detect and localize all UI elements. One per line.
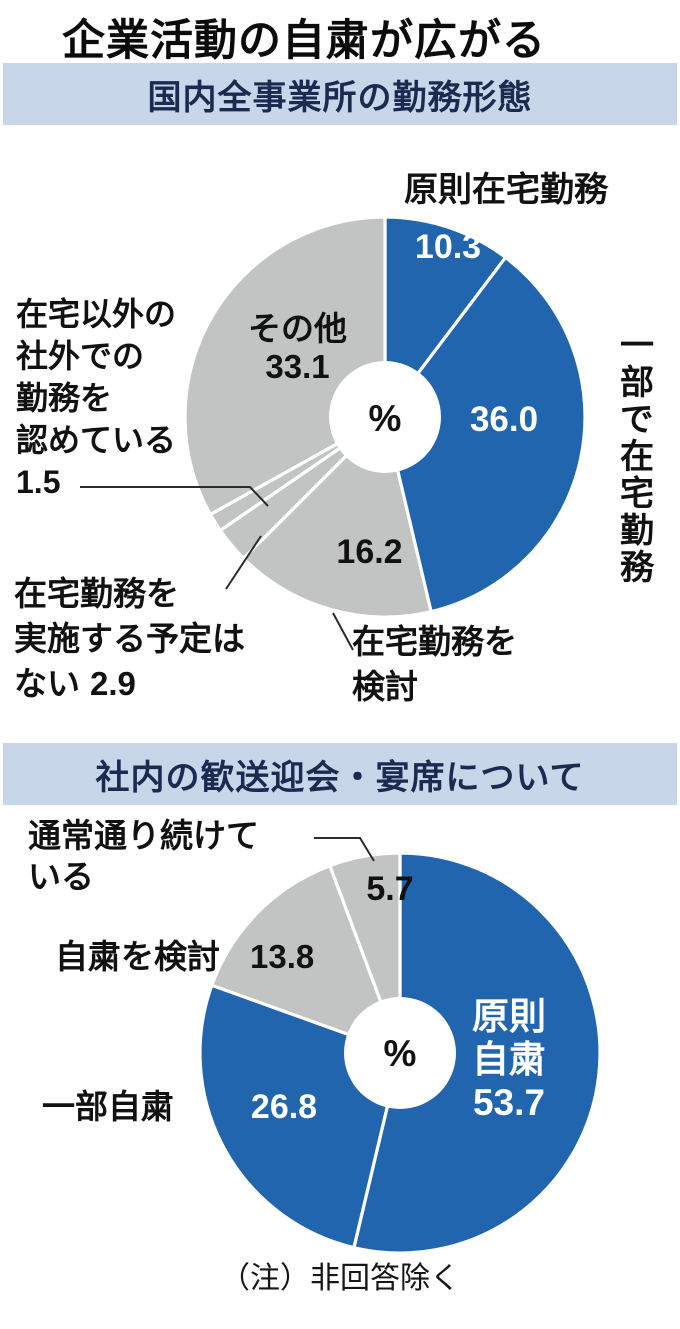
footnote: （注）非回答除く — [220, 1262, 460, 1295]
pie-slice-0 — [383, 215, 508, 419]
leader-lines — [80, 486, 375, 862]
value-partial-wfh: 36.0 — [469, 400, 539, 439]
donut-hole — [344, 997, 456, 1109]
label-principle-wfh: 原則在宅勤務 — [404, 171, 608, 209]
page-title: 企業活動の自粛が広がる — [62, 17, 546, 65]
label-partial-restraint: 一部自粛 — [42, 1088, 174, 1125]
label-as-usual: 通常通り続けている — [28, 817, 259, 895]
value-other: 33.1 — [265, 348, 330, 385]
value-no-plan: 2.9 — [90, 665, 136, 702]
value-principle-wfh: 10.3 — [414, 228, 482, 266]
section-header-workstyle: 国内全事業所の勤務形態 — [3, 63, 677, 125]
value-principle-restraint: 53.7 — [472, 1082, 545, 1123]
label-principle-restraint-line1: 原則 — [472, 996, 546, 1037]
label-no-plan-line2: 実施する予定は — [14, 620, 245, 657]
label-considering-restraint: 自粛を検討 13.8 — [55, 937, 314, 977]
center-percent-sign-1: % — [368, 398, 402, 439]
pie-slice-2 — [210, 864, 402, 1055]
label-allowed-outside: 在宅以外の 社外での 勤務を 認めている 1.5 — [16, 293, 176, 503]
leader-line-as-usual — [314, 837, 375, 862]
center-percent-sign-2: % — [383, 1033, 417, 1074]
label-other-text: その他 — [248, 310, 347, 347]
leader-line-considering-wfh — [332, 612, 354, 651]
leader-line-no-plan — [225, 535, 262, 590]
pie-chart-workstyle — [183, 215, 587, 619]
section-header-party: 社内の歓送迎会・宴席について — [3, 743, 677, 805]
label-principle-restraint-line2: 自粛 — [472, 1039, 546, 1080]
donut-hole — [329, 361, 441, 473]
label-no-plan: 在宅勤務を 実施する予定は ない 2.9 — [14, 571, 245, 706]
label-allowed-outside-line2: 社外での — [16, 338, 145, 374]
label-allowed-outside-line4: 認めている — [16, 422, 177, 458]
label-considering-restraint-text: 自粛を検討 — [55, 938, 220, 975]
value-considering-restraint: 13.8 — [250, 938, 315, 975]
leader-line-allowed-outside — [80, 486, 269, 507]
label-partial-wfh-vertical: 一部で在宅勤務 — [614, 327, 653, 586]
label-other: その他 33.1 — [210, 310, 385, 386]
pie-slice-0 — [352, 851, 602, 1255]
value-allowed-outside: 1.5 — [16, 464, 61, 500]
label-considering-wfh: 在宅勤務を検討 — [352, 623, 517, 705]
label-no-plan-line3-text: ない — [14, 665, 80, 702]
pie-chart-party — [198, 851, 602, 1255]
label-allowed-outside-line3: 勤務を — [16, 380, 113, 416]
value-partial-restraint: 26.8 — [250, 1088, 318, 1126]
value-as-usual: 5.7 — [366, 870, 414, 908]
label-allowed-outside-line1: 在宅以外の — [16, 296, 177, 332]
label-principle-restraint: 原則 自粛 53.7 — [450, 995, 568, 1124]
label-no-plan-line1: 在宅勤務を — [14, 575, 179, 612]
pie-slice-1 — [383, 255, 587, 614]
value-considering-wfh: 16.2 — [336, 533, 403, 571]
label-no-plan-line3: ない 2.9 — [14, 661, 245, 706]
